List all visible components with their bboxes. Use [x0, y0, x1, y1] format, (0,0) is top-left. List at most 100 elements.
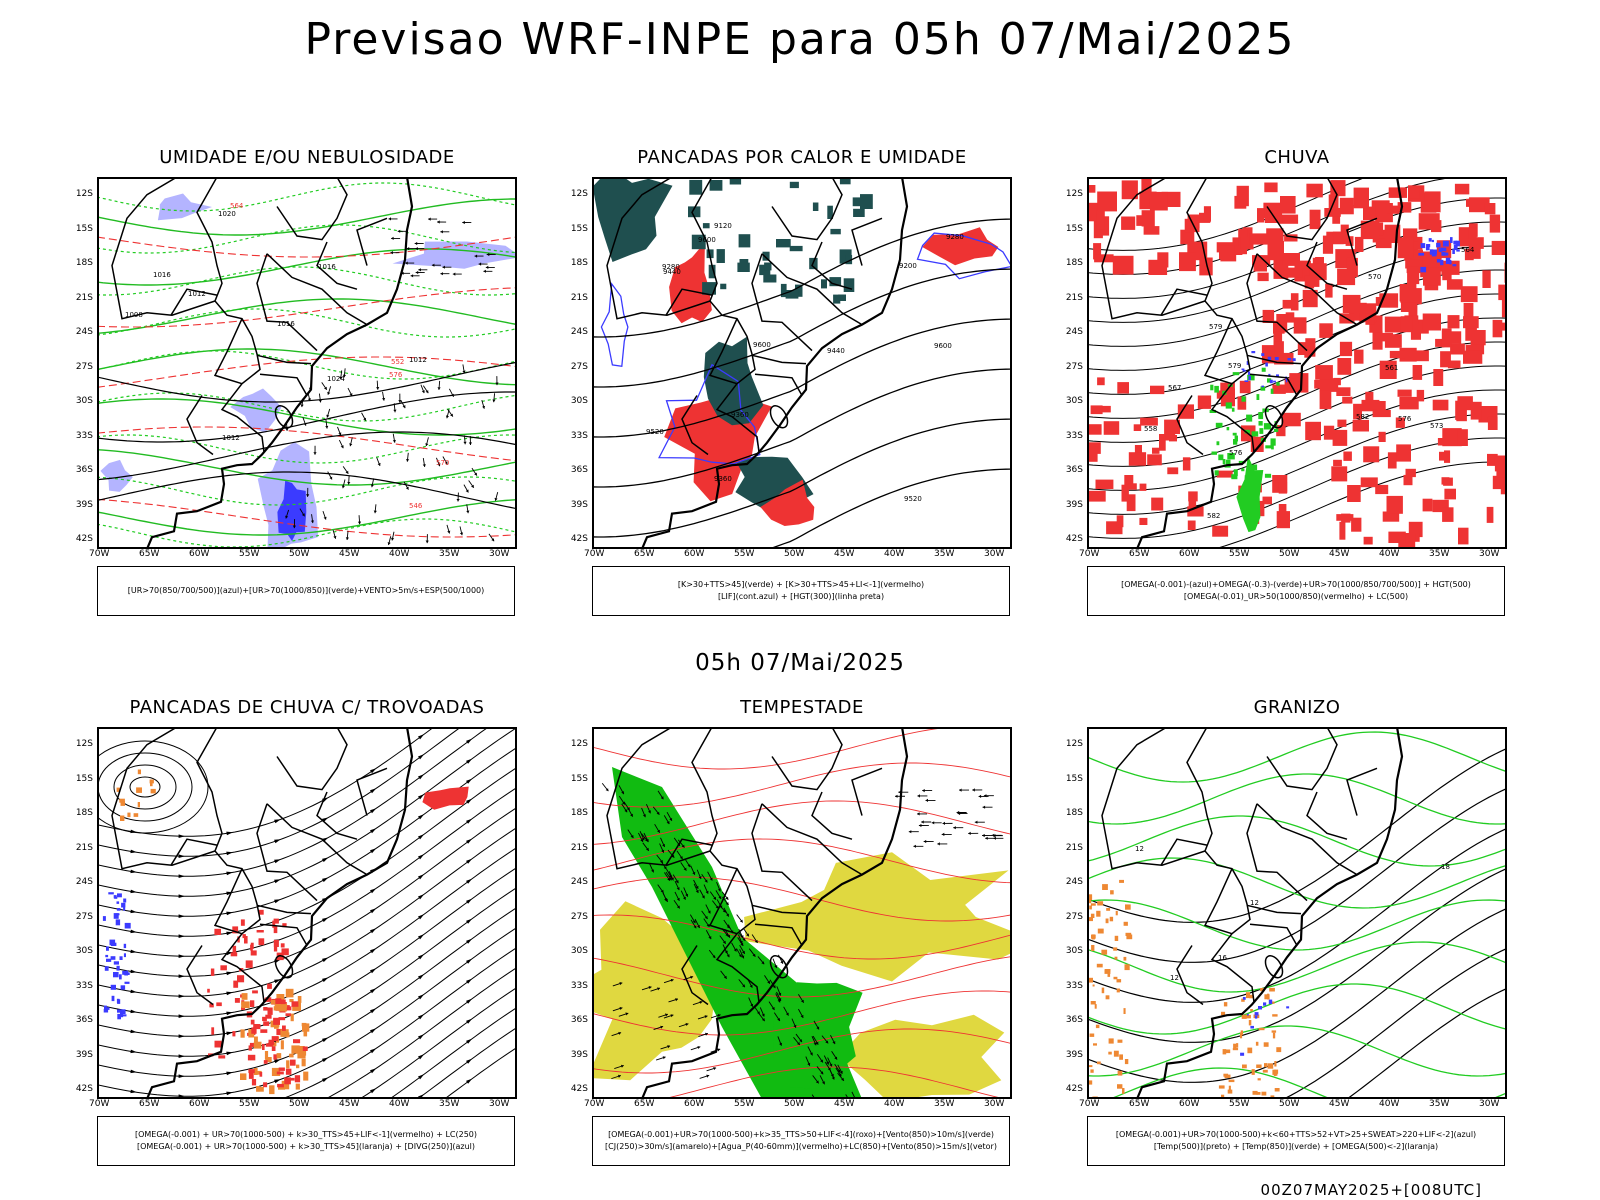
- legend-line: [OMEGA(-0.001)+UR>70(1000-500)+k<60+TTS>…: [1115, 1130, 1477, 1139]
- lon-tick-label: 65W: [139, 1099, 160, 1109]
- lat-tick-label: 18S: [570, 808, 588, 818]
- panel-title-pancadas-por-calor-e-umidade: PANCADAS POR CALOR E UMIDADE: [637, 147, 967, 168]
- lat-tick-label: 39S: [570, 499, 588, 510]
- lon-tick-label: 40W: [884, 549, 905, 559]
- lat-tick-label: 36S: [1065, 1015, 1083, 1025]
- lon-tick-label: 45W: [339, 1099, 360, 1109]
- legend-line: [Temp(500)](preto) + [Temp(850)](verde) …: [1153, 1142, 1439, 1151]
- legend-line: [OMEGA(-0.01)_UR>50(1000/850)(vermelho) …: [1183, 592, 1409, 601]
- panel-title-pancadas-de-chuva-c-trovoadas: PANCADAS DE CHUVA C/ TROVOADAS: [129, 697, 485, 718]
- legend-line: [K>30+TTS>45](verde) + [K>30+TTS>45+LI<-…: [677, 580, 925, 589]
- lon-tick-label: 50W: [289, 549, 310, 559]
- lon-tick-label: 45W: [339, 549, 360, 559]
- legend-line: [UR>70(850/700/500)](azul)+[UR>70(1000/8…: [127, 586, 485, 595]
- lon-tick-label: 45W: [1329, 1099, 1350, 1109]
- svg-text:9520: 9520: [904, 495, 922, 503]
- lon-tick-label: 65W: [634, 549, 655, 559]
- svg-text:576: 576: [1229, 449, 1243, 457]
- svg-text:9600: 9600: [753, 341, 771, 349]
- map-plot-tempestade: [594, 729, 1010, 1097]
- legend-line: [OMEGA(-0.001) + UR>70(1000-500) + k>30_…: [134, 1130, 478, 1139]
- lon-tick-label: 70W: [89, 1099, 110, 1109]
- map-plot-umidade-e-ou-nebulosidade: 1012 1016 1016 1020 1012 1016 1008 1024 570 576 56…: [99, 179, 515, 547]
- lon-tick-label: 60W: [1179, 1099, 1200, 1109]
- page-title: Previsao WRF-INPE para 05h 07/Mai/2025: [304, 14, 1296, 65]
- lat-tick-label: 12S: [75, 739, 93, 749]
- lon-tick-label: 40W: [389, 549, 410, 559]
- lat-tick-label: 12S: [75, 189, 93, 199]
- lon-tick-label: 30W: [489, 549, 510, 559]
- lon-tick-label: 30W: [1479, 1099, 1500, 1109]
- svg-text:9360: 9360: [714, 475, 732, 483]
- lat-tick-label: 21S: [1065, 842, 1083, 853]
- lon-tick-label: 60W: [684, 549, 705, 559]
- lat-tick-label: 33S: [570, 980, 588, 991]
- svg-text:9440: 9440: [827, 347, 845, 355]
- svg-text:9280: 9280: [662, 263, 680, 271]
- lon-tick-label: 65W: [139, 549, 160, 559]
- lat-tick-label: 30S: [570, 946, 588, 956]
- lat-tick-label: 39S: [570, 1049, 588, 1060]
- svg-text:1012: 1012: [409, 356, 427, 364]
- lat-tick-label: 24S: [570, 877, 588, 887]
- svg-text:1020: 1020: [218, 210, 236, 218]
- lon-tick-label: 60W: [189, 1099, 210, 1109]
- lon-tick-label: 60W: [684, 1099, 705, 1109]
- map-plot-pancadas-de-chuva-c-trovoadas: [99, 729, 515, 1097]
- lat-tick-label: 27S: [75, 911, 93, 922]
- lon-tick-label: 30W: [1479, 549, 1500, 559]
- svg-text:9600: 9600: [698, 236, 716, 244]
- lon-tick-label: 65W: [1129, 1099, 1150, 1109]
- svg-text:546: 546: [409, 502, 423, 510]
- map-panel-pancadas-por-calor-e-umidade: 9600 9600 9600 9520 9520 9440 9440 9360 9360 9280…: [592, 177, 1012, 549]
- panel-title-umidade-e-ou-nebulosidade: UMIDADE E/OU NEBULOSIDADE: [159, 147, 455, 168]
- lat-tick-label: 15S: [570, 773, 588, 784]
- svg-text:579: 579: [1228, 362, 1241, 370]
- svg-text:582: 582: [1207, 512, 1220, 520]
- lat-tick-label: 33S: [1065, 980, 1083, 991]
- lon-tick-label: 70W: [89, 549, 110, 559]
- lat-tick-label: 36S: [570, 465, 588, 475]
- legend-box-pancadas-por-calor-e-umidade: [K>30+TTS>45](verde) + [K>30+TTS>45+LI<-…: [592, 566, 1010, 616]
- lat-tick-label: 30S: [1065, 946, 1083, 956]
- lon-tick-label: 35W: [1429, 549, 1450, 559]
- lat-tick-label: 36S: [570, 1015, 588, 1025]
- lon-tick-label: 45W: [834, 1099, 855, 1109]
- lon-tick-label: 35W: [439, 549, 460, 559]
- svg-text:561: 561: [1385, 364, 1398, 372]
- lon-tick-label: 70W: [1079, 549, 1100, 559]
- lat-tick-label: 30S: [75, 396, 93, 406]
- lon-tick-label: 40W: [1379, 549, 1400, 559]
- svg-text:1024: 1024: [327, 375, 345, 383]
- svg-text:1008: 1008: [125, 311, 143, 319]
- lat-tick-label: 27S: [570, 361, 588, 372]
- lon-tick-label: 50W: [1279, 549, 1300, 559]
- lon-tick-label: 35W: [934, 1099, 955, 1109]
- map-panel-umidade-e-ou-nebulosidade: 1012 1016 1016 1020 1012 1016 1008 1024 570 576 56…: [97, 177, 517, 549]
- lon-tick-label: 55W: [239, 549, 260, 559]
- lon-tick-label: 45W: [834, 549, 855, 559]
- map-plot-pancadas-por-calor-e-umidade: 9600 9600 9600 9520 9520 9440 9440 9360 9360 9280…: [594, 179, 1010, 547]
- panel-title-chuva: CHUVA: [1264, 147, 1330, 168]
- lon-tick-label: 55W: [239, 1099, 260, 1109]
- lat-tick-label: 15S: [570, 223, 588, 234]
- svg-text:570: 570: [436, 459, 449, 467]
- svg-text:9360: 9360: [731, 411, 749, 419]
- svg-text:12: 12: [1170, 974, 1179, 982]
- lat-tick-label: 18S: [75, 258, 93, 268]
- svg-text:1012: 1012: [188, 290, 206, 298]
- legend-line: [CJ(250)>30m/s](amarelo)+[Agua_P(40-60mm…: [605, 1142, 997, 1151]
- lon-tick-label: 50W: [784, 1099, 805, 1109]
- svg-text:18: 18: [1441, 863, 1450, 871]
- run-time-footer: 00Z07MAY2025+[008UTC]: [1260, 1181, 1482, 1199]
- lon-tick-label: 50W: [289, 1099, 310, 1109]
- lat-tick-label: 24S: [1065, 877, 1083, 887]
- lat-tick-label: 15S: [75, 773, 93, 784]
- lon-tick-label: 35W: [934, 549, 955, 559]
- svg-text:564: 564: [1461, 246, 1475, 254]
- lat-tick-label: 12S: [570, 739, 588, 749]
- svg-text:16: 16: [1218, 954, 1227, 962]
- lat-tick-label: 42S: [1065, 534, 1083, 544]
- legend-line: [LIF](cont.azul) + [HGT(300)](linha pret…: [717, 592, 885, 601]
- map-panel-pancadas-de-chuva-c-trovoadas: [97, 727, 517, 1099]
